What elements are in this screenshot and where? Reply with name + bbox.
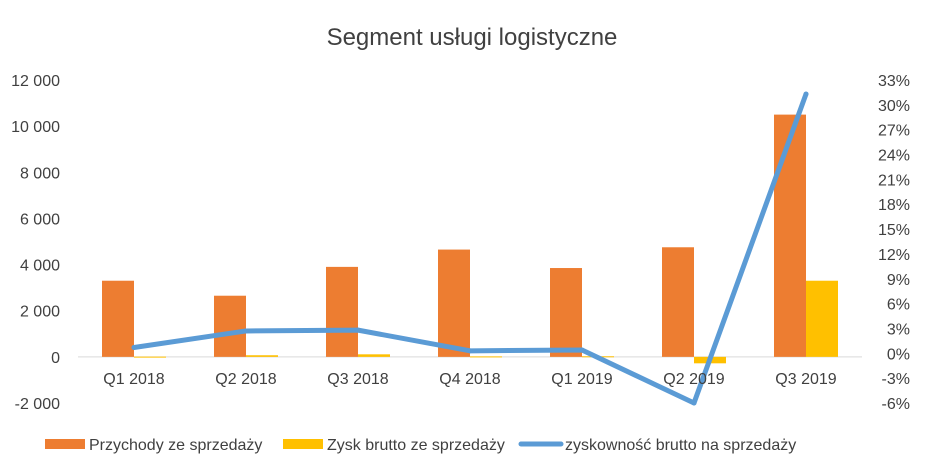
gross-profit-bar	[470, 356, 502, 358]
left-axis-tick-label: 6 000	[20, 211, 60, 228]
gross-profit-bar	[358, 354, 390, 357]
right-axis-tick-label: 33%	[878, 73, 910, 90]
revenue-bar	[662, 247, 694, 357]
revenue-bar	[438, 249, 470, 357]
legend-label: Przychody ze sprzedaży	[89, 437, 262, 454]
x-axis-tick-label: Q1 2019	[551, 371, 612, 388]
gross-profit-bar	[806, 280, 838, 357]
x-axis-tick-label: Q2 2018	[215, 371, 276, 388]
legend-swatch	[283, 439, 323, 449]
margin-line-point	[467, 348, 473, 354]
right-axis-tick-label: 24%	[878, 148, 910, 165]
revenue-bar	[102, 280, 134, 357]
margin-line-point	[579, 347, 585, 353]
margin-line-point	[243, 328, 249, 334]
right-axis: -6% -3% 0% 3% 6% 9% 12% 15% 18% 21% 24% 27% 30% 33%	[878, 73, 910, 413]
revenue-bar	[326, 266, 358, 357]
gross-profit-bar	[246, 355, 278, 357]
margin-line-point	[803, 91, 809, 97]
gross-profit-bar	[134, 356, 166, 358]
margin-line-point	[131, 345, 137, 351]
right-axis-tick-label: 6%	[887, 297, 910, 314]
revenue-bar	[550, 268, 582, 357]
left-axis: -2 000 0 2 000 4 000 6 000 8 000 10 000 12 000	[11, 73, 60, 413]
legend-label: zyskowność brutto na sprzedaży	[565, 437, 796, 454]
revenue-bar	[214, 295, 246, 357]
left-axis-tick-label: 12 000	[11, 73, 60, 90]
x-axis-labels: Q1 2018 Q2 2018 Q3 2018 Q4 2018 Q1 2019 Q2 20…	[103, 371, 836, 388]
right-axis-tick-label: 12%	[878, 247, 910, 264]
right-axis-tick-label: -3%	[882, 371, 910, 388]
right-axis-tick-label: 21%	[878, 172, 910, 189]
x-axis-tick-label: Q3 2019	[775, 371, 836, 388]
right-axis-tick-label: 3%	[887, 321, 910, 338]
right-axis-tick-label: 30%	[878, 98, 910, 115]
left-axis-tick-label: 2 000	[20, 304, 60, 321]
x-axis-tick-label: Q2 2019	[663, 371, 724, 388]
legend: Przychody ze sprzedaży Zysk brutto ze spr…	[45, 437, 796, 454]
x-axis-tick-label: Q3 2018	[327, 371, 388, 388]
revenue-bar	[774, 114, 806, 357]
bar-series-group	[102, 114, 838, 364]
x-axis-tick-label: Q1 2018	[103, 371, 164, 388]
margin-line-point	[355, 327, 361, 333]
chart-title: Segment usługi logistyczne	[327, 24, 618, 51]
margin-line-point	[691, 400, 697, 406]
left-axis-tick-label: 10 000	[11, 119, 60, 136]
right-axis-tick-label: 27%	[878, 123, 910, 140]
left-axis-tick-label: 4 000	[20, 258, 60, 275]
left-axis-tick-label: -2 000	[15, 396, 60, 413]
left-axis-tick-label: 8 000	[20, 165, 60, 182]
left-axis-tick-label: 0	[51, 350, 60, 367]
right-axis-tick-label: 0%	[887, 346, 910, 363]
legend-label: Zysk brutto ze sprzedaży	[327, 437, 505, 454]
right-axis-tick-label: 9%	[887, 272, 910, 289]
x-axis-tick-label: Q4 2018	[439, 371, 500, 388]
right-axis-tick-label: -6%	[882, 396, 910, 413]
right-axis-tick-label: 18%	[878, 197, 910, 214]
line-series-group	[131, 91, 809, 406]
right-axis-tick-label: 15%	[878, 222, 910, 239]
legend-swatch	[45, 439, 85, 449]
